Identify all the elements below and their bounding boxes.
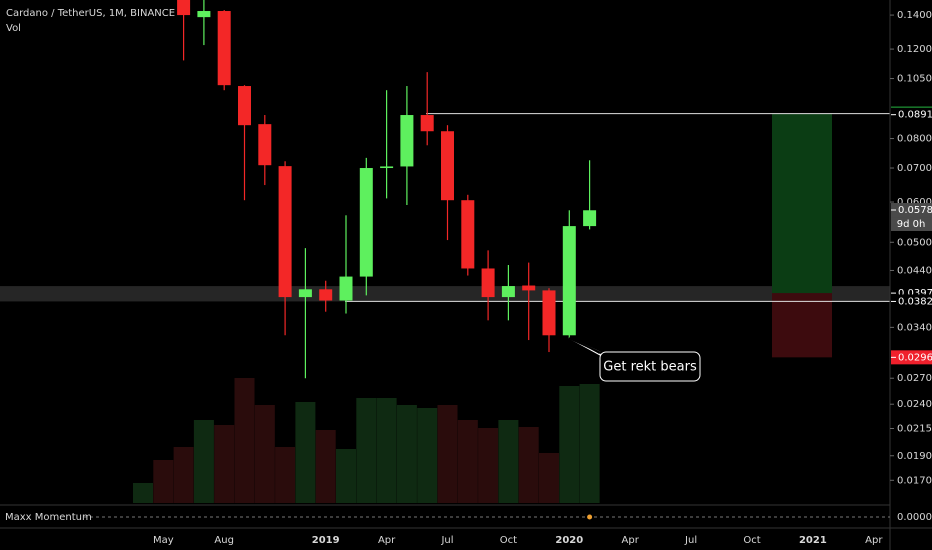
candle-body [278,166,292,298]
candle-body [339,276,353,301]
volume-bar [559,386,580,503]
x-tick-label: Apr [865,535,883,546]
volume-bar [478,428,499,503]
momentum-title-bg [0,510,82,524]
volume-bar [518,427,539,503]
volume-bar [234,378,255,503]
level-label-bg [891,107,932,122]
volume-bar [275,447,296,503]
candle-body [177,0,191,16]
level-label: 0.03824 [898,296,932,307]
volume-bar [153,460,174,503]
volume-bar [193,420,214,503]
candle-body [542,290,556,336]
candle-body [583,210,597,227]
candle-body [461,200,475,269]
candle-body [359,168,373,277]
volume-bar [173,447,194,503]
candle-body [400,115,414,167]
candle-body [197,11,211,18]
level-label: 0.08914 [898,110,932,121]
chart-title: Cardano / TetherUS, 1M, BINANCE [6,8,175,19]
volume-bar [376,398,397,503]
x-tick-label: 2021 [799,535,827,546]
candle-body [481,268,495,298]
annotation: Get rekt bears [603,360,697,375]
volume-bar [417,408,438,503]
level-label: 0.02968 [898,352,932,363]
x-tick-label: Oct [500,535,517,546]
countdown-bg [891,217,932,232]
countdown: 9d 0h [897,219,926,230]
momentum-tick-label: 0.00000 [897,512,932,523]
volume-bar [315,430,336,503]
candle-body [380,166,394,169]
candle-body [258,124,272,166]
momentum-dot [587,514,593,520]
x-tick-label: Aug [214,535,234,546]
momentum-title: Maxx Momentum [5,512,92,523]
volume-bar [498,420,519,503]
price-pane [0,0,890,503]
level-label: 0.03971 [898,288,932,299]
position-loss [772,293,832,358]
candle-body [522,285,536,291]
volume-bar [336,449,356,503]
x-tick-label: May [153,535,174,546]
x-tick-label: Apr [378,535,396,546]
volume-bar [254,405,275,503]
zone-band [0,286,890,302]
volume-bar [214,425,235,503]
volume-bar [579,384,600,503]
candle-body [501,286,515,298]
volume-bar [133,483,153,503]
x-tick-label: 2020 [555,535,583,546]
candle-body [420,115,434,132]
candle-body [562,226,576,336]
candle-body [319,289,333,301]
x-tick-label: 2019 [312,535,340,546]
level-label-bg [891,203,932,218]
candle-body [238,86,251,126]
volume-bar [356,398,377,503]
volume-bar [295,402,316,503]
callout-joint [568,337,602,354]
volume-label: Vol [6,23,21,34]
volume-bar [539,453,559,503]
volume-bar [437,405,458,503]
level-label-bg [891,350,932,365]
level-label: 0.05787 [898,205,932,216]
level-label-bg [891,294,932,309]
x-tick-label: Jul [684,535,697,546]
volume-bar [457,420,478,503]
callout-box [599,351,701,382]
volume-bar [396,405,417,503]
candle-body [217,11,231,86]
x-tick-label: Oct [743,535,760,546]
position-profit [772,113,832,294]
x-tick-label: Jul [440,535,453,546]
candle-body [298,289,312,298]
x-tick-label: Apr [622,535,640,546]
candle-body [441,131,454,201]
